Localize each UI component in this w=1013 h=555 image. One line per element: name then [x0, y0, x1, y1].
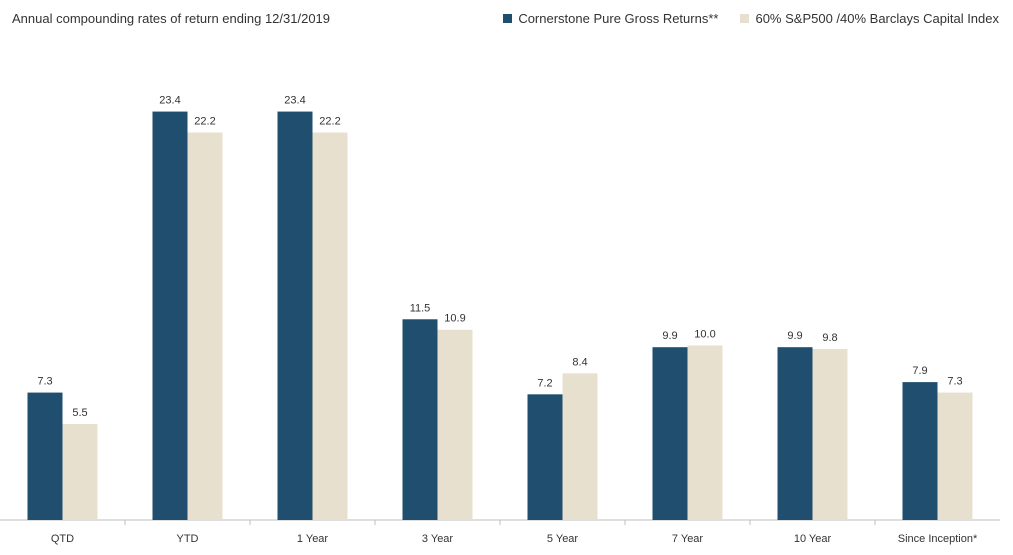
bar-cornerstone [777, 347, 813, 520]
data-label: 22.2 [319, 116, 340, 128]
data-label: 7.3 [947, 376, 962, 388]
data-label: 7.9 [912, 365, 927, 377]
bar-benchmark [687, 345, 723, 520]
data-label: 9.9 [662, 330, 677, 342]
data-label: 9.8 [822, 332, 837, 344]
x-tick-label: Since Inception* [898, 533, 978, 545]
data-label: 8.4 [572, 356, 587, 368]
data-label: 5.5 [72, 407, 87, 419]
chart-title: Annual compounding rates of return endin… [12, 11, 331, 26]
data-label: 10.0 [694, 328, 715, 340]
bar-benchmark [812, 348, 848, 520]
bar-benchmark [62, 424, 98, 520]
bar-cornerstone [527, 394, 563, 520]
legend-label-cornerstone: Cornerstone Pure Gross Returns** [518, 11, 719, 26]
bar-benchmark [437, 329, 473, 520]
bar-cornerstone [152, 111, 188, 521]
x-tick-label: 5 Year [547, 533, 579, 545]
legend-swatch-benchmark [740, 14, 750, 23]
x-tick-label: YTD [177, 533, 199, 545]
bar-cornerstone [277, 111, 313, 521]
data-label: 7.3 [37, 376, 52, 388]
bar-benchmark [937, 392, 973, 520]
bar-benchmark [187, 132, 223, 520]
legend-entry-benchmark: 60% S&P500 /40% Barclays Capital Index [740, 11, 999, 26]
bar-benchmark [562, 373, 598, 520]
x-tick-label: 3 Year [422, 533, 454, 545]
bar-cornerstone [652, 347, 688, 520]
data-label: 11.5 [410, 302, 431, 314]
legend-entry-cornerstone: Cornerstone Pure Gross Returns** [503, 11, 718, 26]
legend-swatch-cornerstone [503, 14, 513, 23]
data-label: 7.2 [537, 377, 552, 389]
x-tick-label: 7 Year [672, 533, 704, 545]
data-label: 9.9 [787, 330, 802, 342]
bar-benchmark [312, 132, 348, 520]
bar-cornerstone [902, 382, 938, 520]
data-label: 22.2 [194, 116, 215, 128]
bar-cornerstone [402, 319, 438, 520]
legend-label-benchmark: 60% S&P500 /40% Barclays Capital Index [755, 11, 999, 26]
bar-cornerstone [27, 392, 63, 520]
chart-legend: Cornerstone Pure Gross Returns** 60% S&P… [503, 11, 999, 26]
x-tick-label: 10 Year [794, 533, 832, 545]
x-tick-label: QTD [51, 533, 74, 545]
data-label: 23.4 [159, 95, 180, 107]
data-label: 23.4 [284, 95, 305, 107]
x-tick-label: 1 Year [297, 533, 329, 545]
data-label: 10.9 [444, 313, 465, 325]
